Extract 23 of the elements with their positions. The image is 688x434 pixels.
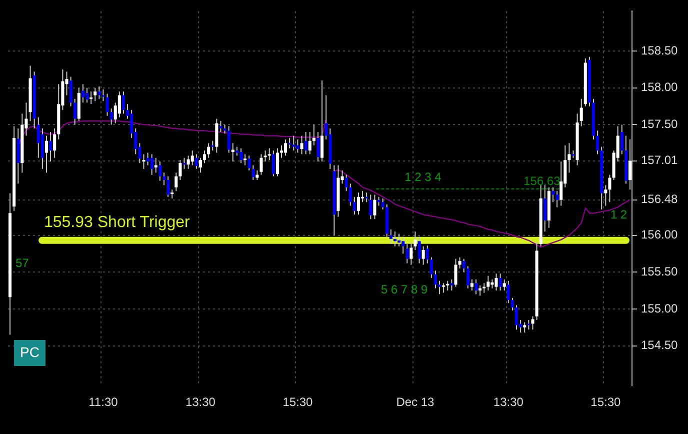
ref-line-label: 155.93 Short Trigger: [44, 214, 191, 231]
x-tick-label: 15:30: [282, 395, 314, 410]
annotation: PC: [20, 344, 40, 360]
annotation: 57: [15, 256, 30, 270]
annotation: 1 2: [610, 208, 628, 222]
y-tick-label: 155.00: [641, 301, 678, 316]
y-tick-label: 156.00: [641, 228, 678, 242]
ref-line-label: 156.63: [524, 174, 561, 188]
y-tick-label: 157.50: [641, 117, 678, 132]
annotation: 1 2 3 4: [404, 170, 442, 184]
x-tick-label: Dec 13: [396, 395, 435, 410]
y-tick-label: 154.50: [641, 338, 678, 352]
x-tick-label: 13:30: [493, 395, 524, 410]
x-tick-label: 15:30: [590, 395, 621, 410]
y-tick-label: 156.48: [641, 192, 678, 206]
y-tick-label: 155.50: [641, 264, 678, 278]
x-tick-label: 11:30: [88, 395, 118, 410]
y-tick-label: 158.00: [641, 80, 678, 94]
y-tick-label: 158.50: [641, 43, 678, 58]
x-tick-label: 13:30: [185, 395, 216, 410]
y-tick-label: 157.01: [641, 153, 678, 168]
candlestick: [142, 154, 146, 169]
annotation: 5 6 7 8 9: [380, 282, 428, 296]
